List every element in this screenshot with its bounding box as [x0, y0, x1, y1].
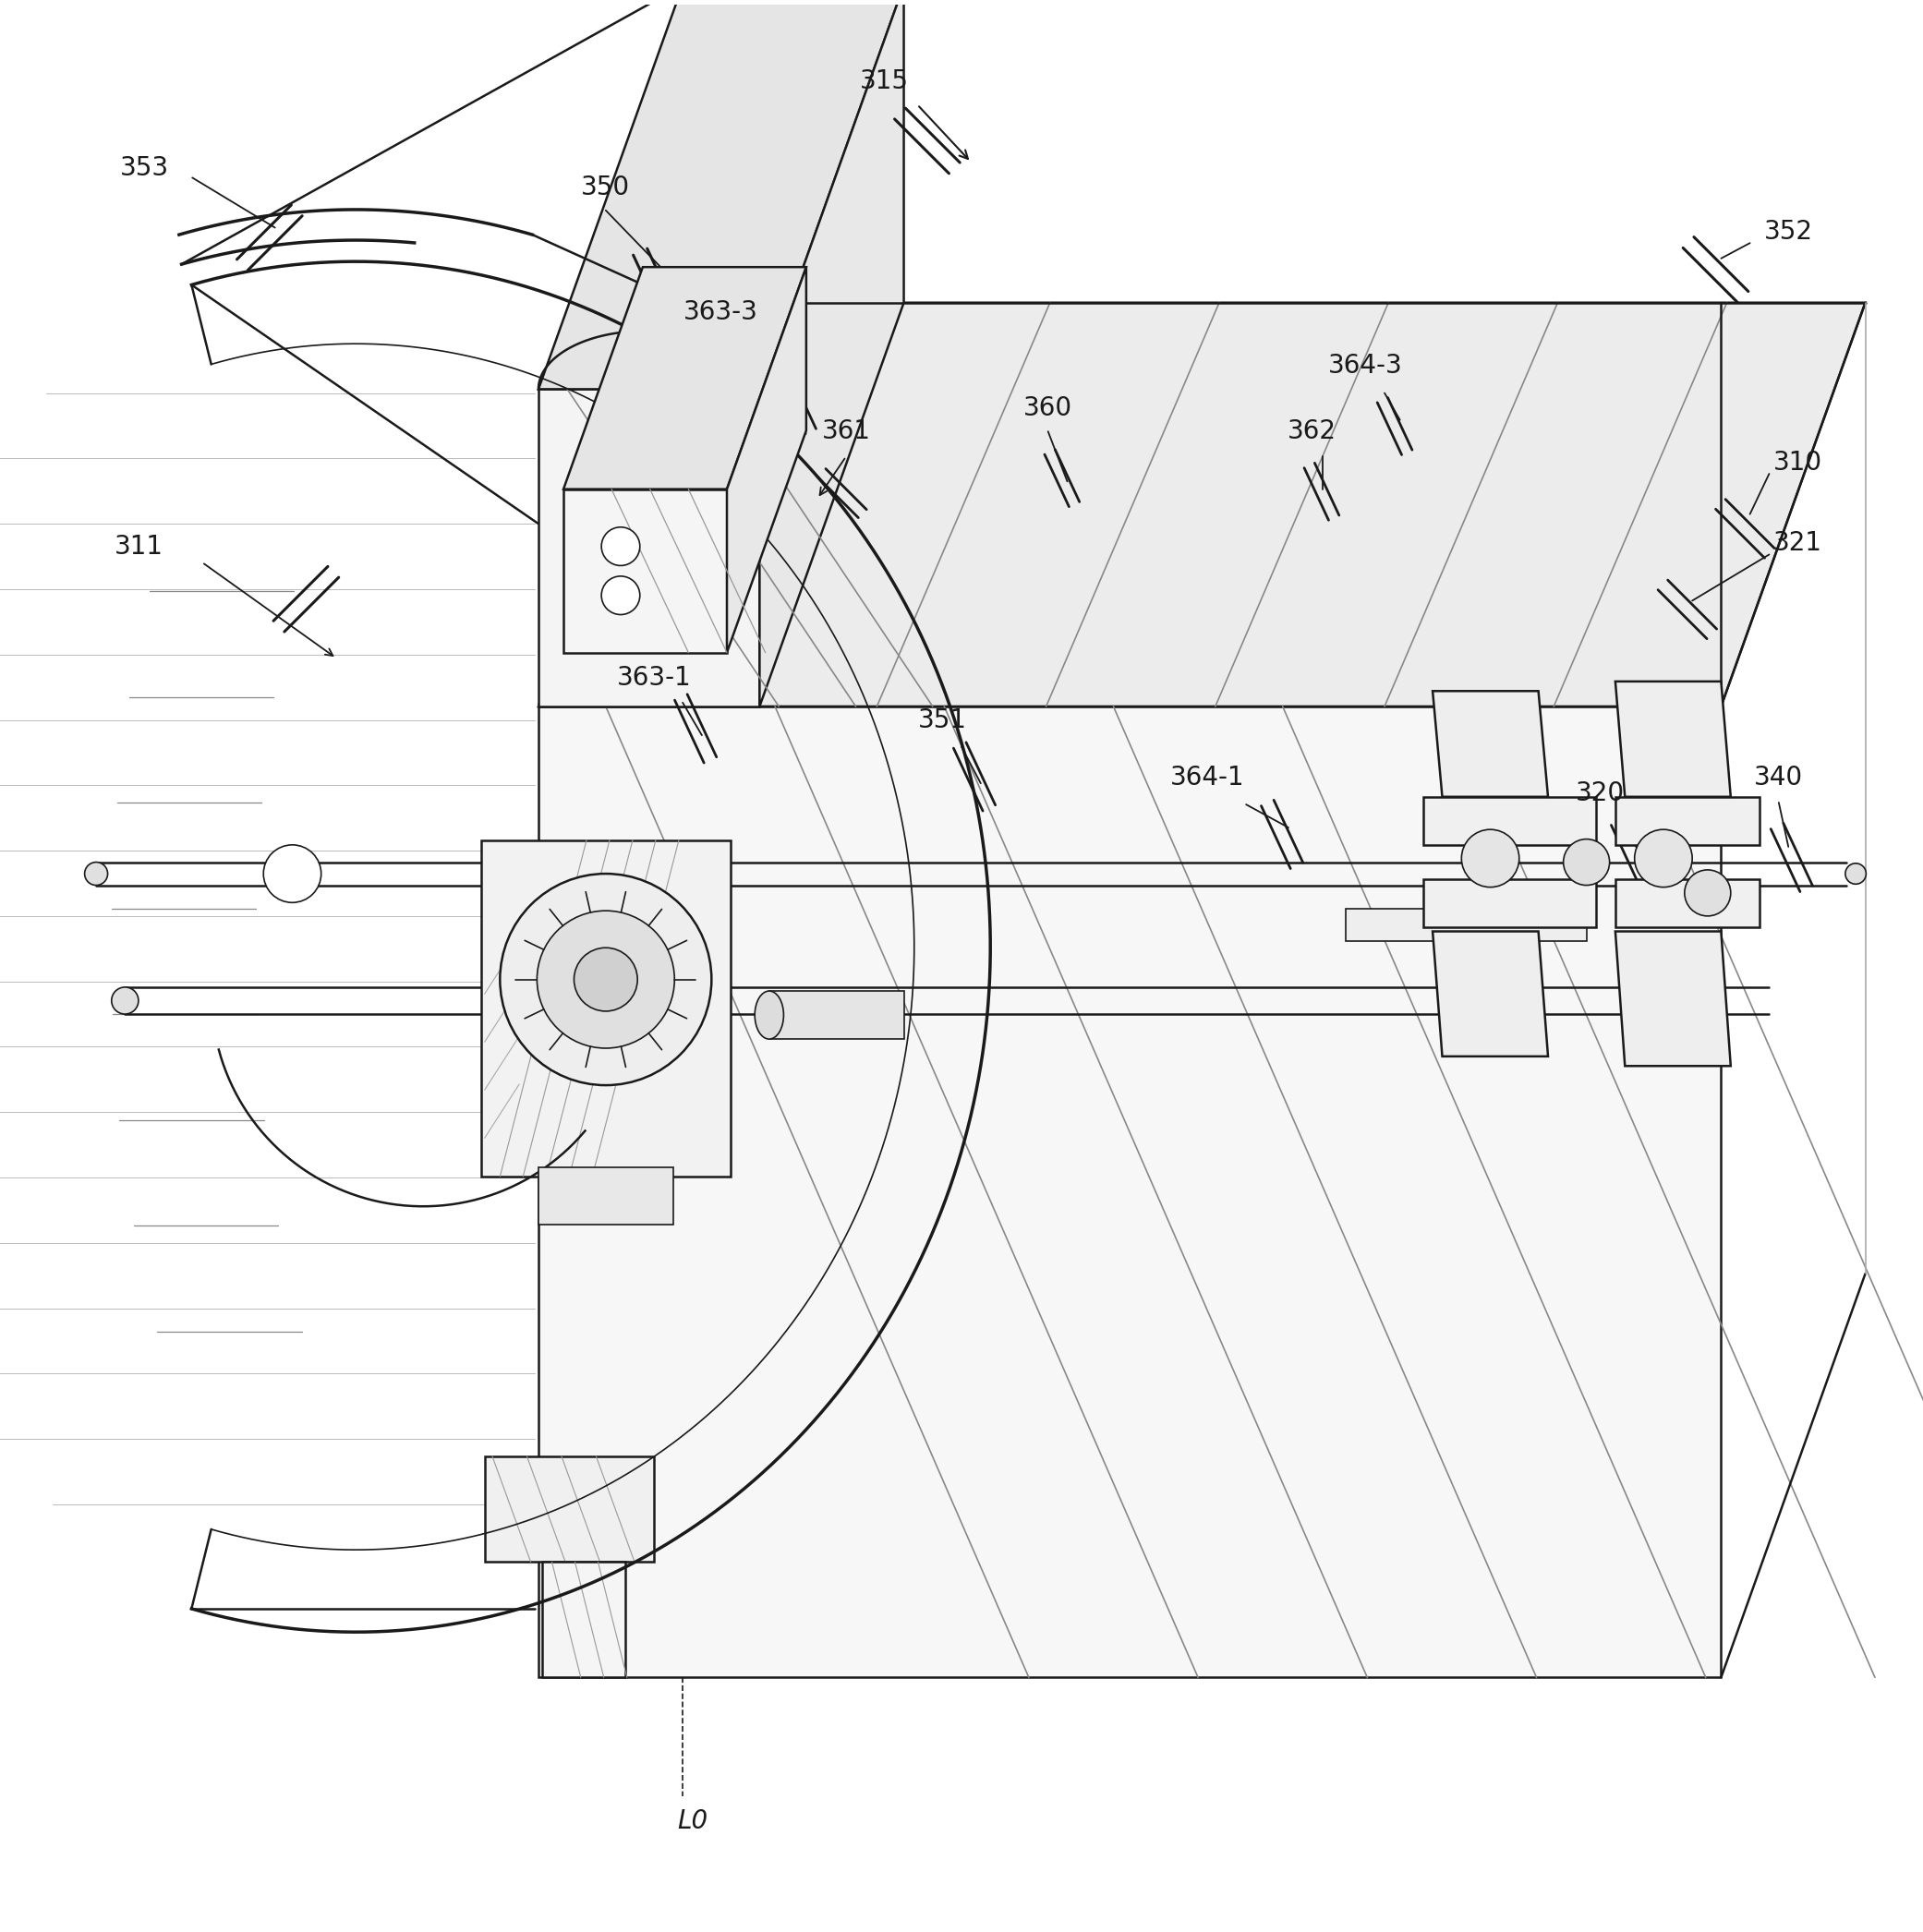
Circle shape	[1563, 838, 1610, 885]
Text: L0: L0	[677, 1808, 708, 1835]
Polygon shape	[727, 267, 806, 653]
Text: 350: 350	[581, 174, 631, 201]
Polygon shape	[1346, 908, 1586, 941]
Text: 360: 360	[1023, 396, 1073, 421]
Text: 321: 321	[1773, 529, 1823, 556]
Ellipse shape	[754, 991, 785, 1039]
Text: 353: 353	[119, 155, 169, 182]
Circle shape	[85, 862, 108, 885]
Polygon shape	[760, 0, 904, 707]
Text: 311: 311	[113, 533, 163, 560]
Polygon shape	[1433, 931, 1548, 1057]
Text: 315: 315	[860, 70, 910, 95]
Polygon shape	[1433, 692, 1548, 796]
Polygon shape	[538, 388, 760, 707]
Text: 363-3: 363-3	[685, 299, 758, 325]
Polygon shape	[1615, 682, 1731, 796]
Circle shape	[263, 844, 321, 902]
Circle shape	[1635, 829, 1692, 887]
Text: 364-3: 364-3	[1329, 354, 1402, 379]
Text: 361: 361	[821, 419, 871, 444]
Text: 310: 310	[1773, 450, 1823, 475]
Polygon shape	[563, 489, 727, 653]
Circle shape	[602, 576, 640, 614]
Circle shape	[1461, 829, 1519, 887]
Polygon shape	[1423, 796, 1596, 844]
Polygon shape	[538, 0, 904, 388]
Polygon shape	[1615, 931, 1731, 1066]
Polygon shape	[481, 840, 731, 1177]
Polygon shape	[542, 1563, 625, 1677]
Circle shape	[575, 949, 637, 1010]
Text: 340: 340	[1754, 765, 1804, 790]
Text: 363-1: 363-1	[617, 665, 690, 690]
Text: 362: 362	[1286, 419, 1336, 444]
Polygon shape	[485, 1457, 654, 1563]
Polygon shape	[1423, 879, 1596, 927]
Text: 352: 352	[1763, 218, 1813, 245]
Text: 320: 320	[1575, 781, 1625, 806]
Polygon shape	[769, 991, 904, 1039]
Circle shape	[112, 987, 138, 1014]
Polygon shape	[538, 707, 1721, 1677]
Circle shape	[1846, 864, 1865, 885]
Polygon shape	[563, 267, 806, 489]
Circle shape	[500, 873, 712, 1086]
Circle shape	[537, 910, 675, 1049]
Polygon shape	[538, 303, 1865, 707]
Polygon shape	[1615, 879, 1760, 927]
Circle shape	[602, 527, 640, 566]
Text: 364-1: 364-1	[1171, 765, 1244, 790]
Circle shape	[1685, 869, 1731, 916]
Polygon shape	[538, 1167, 673, 1225]
Text: 351: 351	[917, 707, 967, 732]
Polygon shape	[1615, 796, 1760, 844]
